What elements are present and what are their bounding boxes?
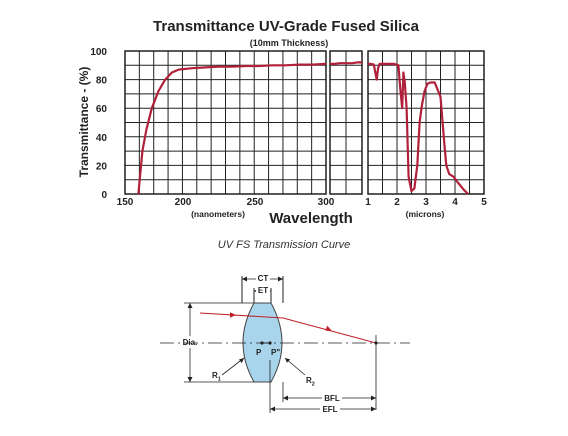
efl-label: EFL: [322, 405, 337, 414]
ct-label: CT: [258, 274, 269, 283]
y-axis-label: Transmittance - (%): [77, 67, 91, 178]
transmission-series-line: [137, 62, 327, 195]
principal-point-p: P: [256, 348, 262, 357]
r1-label: R1: [212, 371, 221, 383]
panel-frame: [124, 50, 327, 195]
x-tick-label: 3: [423, 197, 429, 208]
dia-label: Dia.: [183, 338, 198, 347]
x-tick-label: 200: [175, 197, 192, 208]
chart-panel-break: [329, 50, 363, 195]
y-tick-label: 100: [90, 47, 107, 58]
x-unit-nanometers: (nanometers): [191, 209, 245, 219]
x-tick-label: 300: [318, 197, 335, 208]
light-ray: [199, 312, 377, 344]
chart-panel-ir-microns: 1 2 3 4 5: [365, 50, 487, 208]
y-tick-label: 60: [96, 104, 108, 115]
chart-subtitle: (10mm Thickness): [250, 38, 329, 48]
y-tick-label: 80: [96, 76, 108, 87]
y-tick-label: 0: [101, 190, 107, 201]
y-tick-label: 40: [96, 133, 108, 144]
x-unit-microns: (microns): [406, 209, 445, 219]
y-tick-label: 20: [96, 161, 108, 172]
x-tick-label: 150: [117, 197, 134, 208]
panel-frame: [329, 50, 363, 195]
chart-panel-uv-nm: 150 200 250 300: [117, 50, 335, 208]
x-tick-label: 4: [452, 197, 458, 208]
chart-title: Transmittance UV-Grade Fused Silica: [153, 18, 420, 35]
et-label: ET: [258, 286, 268, 295]
x-axis-label: Wavelength: [269, 210, 353, 227]
lens-diagram: CT ET Dia. P P": [160, 272, 410, 414]
transmission-series-line: [368, 62, 469, 195]
figure-caption: UV FS Transmission Curve: [217, 239, 351, 251]
x-tick-label: 250: [247, 197, 264, 208]
principal-point-p-prime: P": [271, 348, 280, 357]
y-tick-labels: 0 20 40 60 80 100: [90, 47, 107, 201]
r2-label: R2: [306, 376, 315, 388]
x-tick-label: 2: [394, 197, 400, 208]
bfl-label: BFL: [324, 394, 340, 403]
x-tick-label: 1: [365, 197, 371, 208]
transmission-series-line: [330, 61, 362, 65]
panel-frame: [367, 50, 485, 195]
x-tick-label: 5: [481, 197, 487, 208]
